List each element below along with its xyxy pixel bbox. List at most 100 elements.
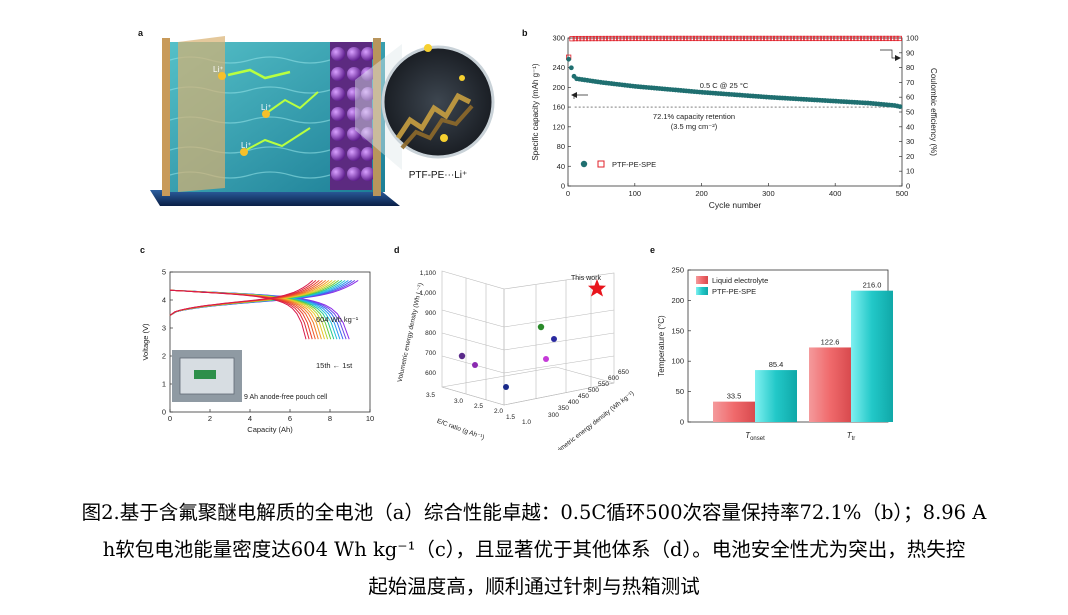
this-work-label: This work [571, 275, 601, 282]
anode-foil [178, 36, 225, 192]
coulombic-efficiency-point [819, 35, 826, 42]
panel-c-label: c [140, 245, 146, 255]
coulombic-efficiency-point [803, 35, 809, 42]
legend-teal-marker [580, 160, 588, 168]
coulombic-efficiency-point [799, 35, 806, 42]
coulombic-efficiency-point [759, 35, 765, 42]
bar-value-label: 216.0 [863, 281, 882, 290]
retention-annotation: 72.1% capacity retention [653, 112, 735, 121]
reflection-base [150, 190, 400, 206]
coulombic-efficiency-point [883, 35, 889, 42]
li-path-3 [245, 127, 311, 151]
coulombic-efficiency-point [829, 35, 836, 42]
panel-e-svg: Temperature (°C) Liquid electrolyte PTF-… [657, 266, 893, 442]
x-tick-label: 0 [168, 414, 172, 423]
coulombic-efficiency-point [639, 35, 645, 42]
coulombic-efficiency-point [609, 35, 615, 42]
coulombic-efficiency-point [756, 35, 762, 42]
coulombic-efficiency-point [873, 35, 879, 42]
y-ticks: 300 350 400 450 500 550 600 650 [548, 369, 629, 419]
panel-c-svg: Voltage (V) Capacity (Ah) 0 2 4 6 8 10012345 … [141, 268, 374, 435]
y-tick-350: 350 [558, 405, 569, 412]
x-tick-label: 500 [896, 189, 909, 198]
coulombic-efficiency-point [746, 35, 752, 42]
panel-d-chart: This work Volumetric energy density (Wh … [396, 255, 646, 462]
coulombic-efficiency-point [632, 35, 639, 42]
axis-ticks: 0 50 100 150 200 250 [671, 266, 691, 427]
coulombic-efficiency-point [629, 35, 635, 42]
y-right-tick-label: 0 [906, 182, 910, 191]
y-axis-left-label: Specific capacity (mAh g⁻¹) [531, 63, 540, 160]
coulombic-efficiency-point [622, 35, 629, 42]
y-tick-600: 600 [608, 375, 619, 382]
panel-e-label: e [650, 245, 656, 255]
coulombic-efficiency-point [589, 35, 595, 42]
coulombic-efficiency-point [636, 35, 642, 42]
coulombic-efficiency-point [582, 35, 588, 42]
coulombic-efficiency-point [839, 35, 846, 42]
bar-liquid [809, 347, 851, 422]
y-right-tick-label: 100 [906, 34, 919, 43]
category-onset: Tonset [745, 431, 765, 442]
coulombic-efficiency-point [789, 35, 796, 42]
y-tick-label: 3 [162, 324, 166, 333]
inset-li-3 [459, 75, 465, 81]
coulombic-efficiency-point [596, 35, 602, 42]
x-ticks: 3.5 3.0 2.5 2.0 1.5 1.0 [426, 392, 531, 426]
coulombic-efficiency-point [592, 35, 598, 42]
this-work-star [588, 279, 606, 297]
x-tick-label: 2 [208, 414, 212, 423]
y-tick-label: 2 [162, 352, 166, 361]
x-tick-label: 4 [248, 414, 252, 423]
panel-d-svg: This work Volumetric energy density (Wh … [397, 270, 636, 462]
y-tick-400: 400 [568, 399, 579, 406]
panel-b-label: b [522, 28, 528, 38]
y-left-tick-label: 80 [557, 142, 565, 151]
y-axis-right-label: Coulombic efficiency (%) [929, 68, 938, 156]
x-tick-label: 10 [366, 414, 374, 423]
coulombic-efficiency-point [612, 35, 619, 42]
y-tick-label: 100 [671, 357, 684, 366]
li-path-1 [227, 68, 291, 80]
coulombic-efficiency-point [726, 35, 732, 42]
coulombic-efficiency-point [723, 35, 729, 42]
x-tick-label: 100 [629, 189, 642, 198]
panel-a-illustration: Li⁺ Li⁺ Li⁺ PTF-PE⋯Li⁺ [140, 20, 510, 210]
y-right-tick-label: 50 [906, 108, 914, 117]
coulombic-efficiency-point [706, 35, 712, 42]
y-tick-300: 300 [548, 412, 559, 419]
y-right-tick-label: 90 [906, 48, 914, 57]
coulombic-efficiency-point [890, 35, 896, 42]
coulombic-efficiency-point [576, 35, 582, 42]
y-tick-label: 0 [162, 408, 166, 417]
axis-ticks: 0 100 200 300 400 500040801201602002403000102… [552, 34, 918, 199]
panel-e-chart: Temperature (°C) Liquid electrolyte PTF-… [652, 260, 902, 445]
coulombic-efficiency-point [896, 35, 902, 42]
coulombic-efficiency-point [646, 35, 652, 42]
z-tick-700: 700 [425, 350, 436, 357]
data-point [551, 336, 557, 342]
coulombic-efficiency-point [599, 35, 605, 42]
x-tick-2-0: 2.0 [494, 408, 503, 415]
li-ion-3 [240, 148, 248, 156]
y-tick-450: 450 [578, 393, 589, 400]
y-tick-650: 650 [618, 369, 629, 376]
inset-label: PTF-PE⋯Li⁺ [409, 170, 468, 181]
bar-value-label: 122.6 [821, 337, 840, 346]
x-axis-label: E/C ratio (g Ah⁻¹) [436, 418, 485, 442]
coulombic-efficiency-point [692, 35, 699, 42]
y-tick-label: 5 [162, 268, 166, 277]
coulombic-efficiency-point [773, 35, 779, 42]
charge-curve [169, 280, 314, 316]
coulombic-efficiency-point [666, 35, 672, 42]
x-tick-label: 300 [762, 189, 775, 198]
coulombic-efficiency-point [669, 35, 675, 42]
li-ion-1 [218, 72, 226, 80]
x-axis-label: Cycle number [709, 200, 762, 210]
y-left-tick-label: 40 [557, 162, 565, 171]
z-tick-600: 600 [425, 370, 436, 377]
data-point [543, 356, 549, 362]
x-tick-label: 8 [328, 414, 332, 423]
coulombic-efficiency-point [733, 35, 739, 42]
coulombic-efficiency-point [766, 35, 772, 42]
